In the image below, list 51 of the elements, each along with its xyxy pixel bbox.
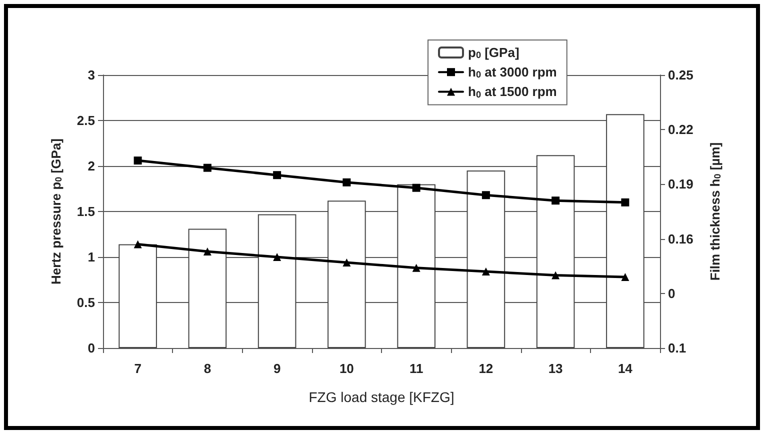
point — [412, 184, 420, 192]
bar — [466, 170, 506, 348]
y2-tick-label: 0.22 — [668, 122, 694, 138]
x-tick-label: 12 — [478, 361, 494, 376]
x-tick-label: 9 — [273, 361, 281, 376]
y2-tick-label: 0.1 — [668, 340, 686, 356]
point — [203, 164, 212, 172]
y-axis-title: Hertz pressure p0 [GPa] — [48, 138, 64, 284]
point — [482, 268, 490, 276]
y-tick-label: 0.5 — [76, 295, 95, 310]
y2-tick-label: 0.19 — [668, 176, 694, 192]
point — [273, 253, 282, 261]
x-tick-label: 7 — [134, 361, 142, 376]
legend-label: p0 [GPa] — [468, 45, 520, 60]
point — [342, 178, 351, 186]
y-tick-label: 1 — [88, 250, 95, 264]
legend-label: h0 at 3000 rpm — [468, 64, 557, 80]
point — [412, 264, 420, 272]
bar — [606, 114, 644, 348]
point — [203, 248, 212, 256]
point — [342, 258, 351, 266]
point — [134, 240, 142, 248]
bar — [258, 214, 296, 348]
y2-tick-label: 0.16 — [668, 231, 694, 246]
bar — [397, 184, 436, 348]
x-tick-label: 13 — [548, 361, 563, 376]
point — [552, 271, 560, 280]
y2-tick-label: 0.25 — [668, 68, 694, 82]
y-tick-label: 0 — [88, 340, 95, 356]
y-tick-label: 2 — [88, 158, 95, 174]
x-axis-title: FZG load stage [KFZG] — [308, 389, 454, 405]
bar — [536, 155, 575, 348]
y-tick-label: 1.5 — [76, 204, 95, 219]
point — [482, 191, 490, 200]
bar — [328, 200, 366, 348]
y-tick-label: 3 — [88, 68, 95, 82]
x-tick-label: 8 — [204, 361, 212, 376]
point — [273, 171, 282, 180]
y2-tick-label: 0 — [668, 286, 676, 301]
bar — [118, 244, 157, 348]
x-tick-label: 14 — [618, 361, 634, 376]
bar — [188, 228, 227, 348]
point — [621, 198, 630, 206]
y-tick-label: 2.5 — [76, 113, 95, 128]
x-tick-label: 10 — [339, 361, 354, 376]
legend-label: h0 at 1500 rpm — [468, 84, 557, 100]
point — [134, 156, 142, 165]
point — [552, 196, 560, 205]
x-tick-label: 11 — [409, 361, 424, 376]
point — [621, 273, 630, 282]
y2-axis-title: Film thickness h0 [µm] — [708, 142, 723, 281]
